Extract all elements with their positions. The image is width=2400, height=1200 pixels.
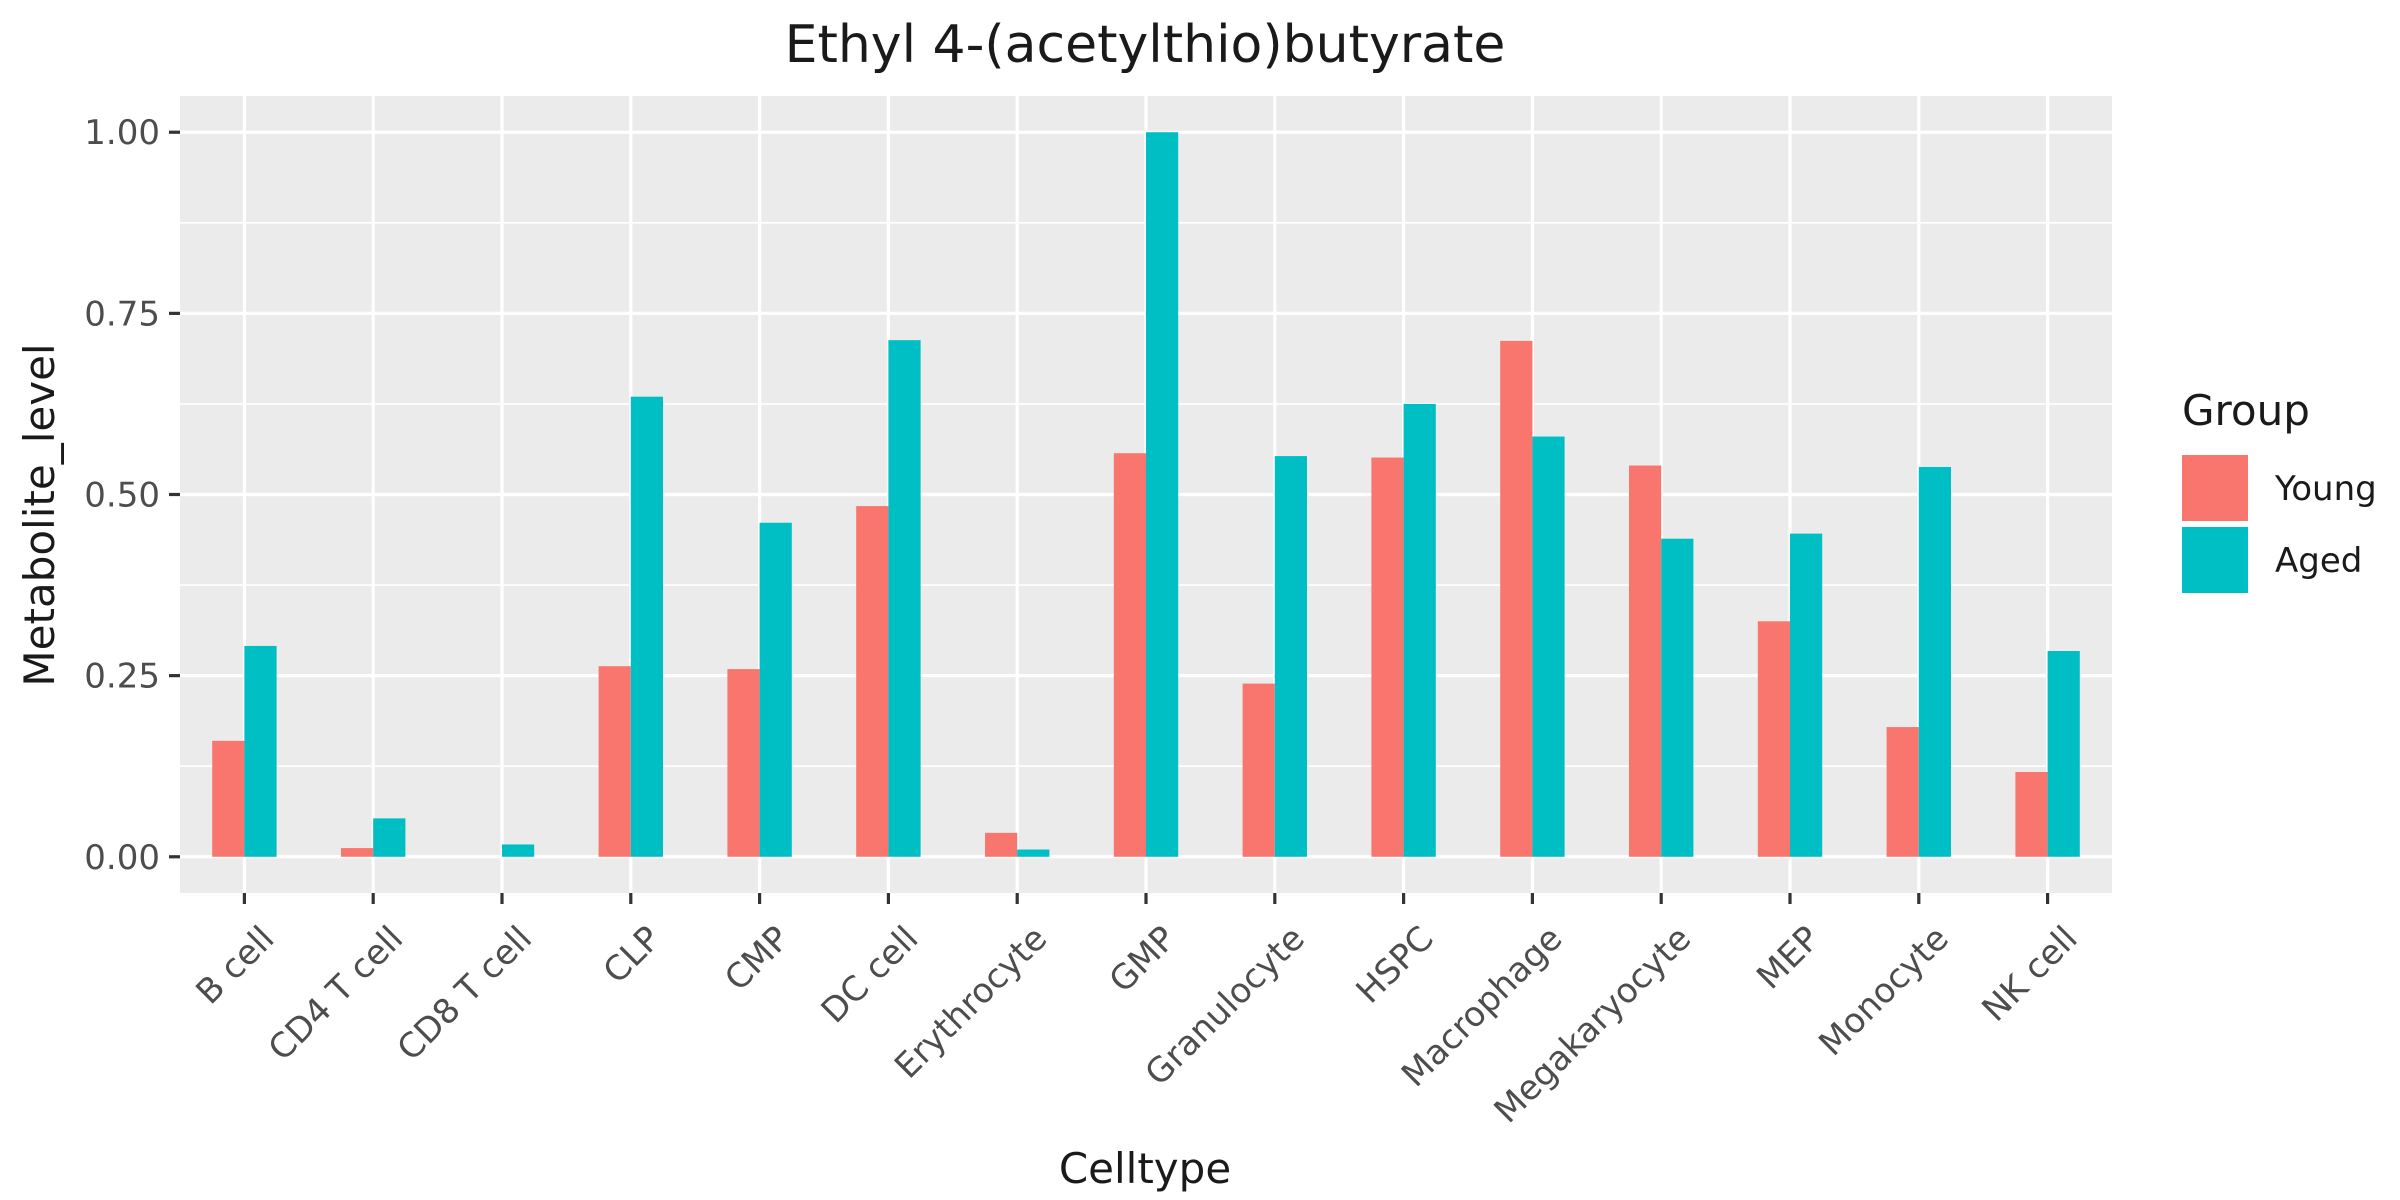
bar-young-cmp bbox=[727, 669, 760, 857]
chart-title: Ethyl 4-(acetylthio)butyrate bbox=[785, 15, 1506, 75]
bar-young-clp bbox=[598, 666, 631, 857]
bar-aged-nk-cell bbox=[2047, 651, 2080, 857]
x-tick-label: CMP bbox=[717, 919, 797, 999]
bar-aged-cd8-t-cell bbox=[502, 844, 535, 857]
bar-young-erythrocyte bbox=[985, 832, 1018, 857]
x-axis-title: Celltype bbox=[1059, 1144, 1231, 1193]
bars bbox=[212, 132, 2080, 857]
x-tick-label: CD4 T cell bbox=[261, 919, 411, 1069]
bar-aged-gmp bbox=[1146, 132, 1179, 857]
x-tick-label: Monocyte bbox=[1811, 919, 1956, 1064]
bar-aged-erythrocyte bbox=[1017, 849, 1050, 857]
legend: Group Young Aged bbox=[2182, 386, 2377, 593]
y-tick-label: 0.75 bbox=[84, 294, 160, 334]
legend-key-aged bbox=[2182, 527, 2248, 593]
bar-young-granulocyte bbox=[1242, 683, 1275, 857]
x-tick-label: CD8 T cell bbox=[390, 919, 540, 1069]
bar-young-mep bbox=[1757, 621, 1790, 857]
bar-aged-b-cell bbox=[244, 645, 277, 857]
bar-aged-cd4-t-cell bbox=[373, 818, 406, 857]
x-tick-label: CLP bbox=[596, 919, 669, 992]
legend-title: Group bbox=[2182, 386, 2310, 435]
bar-aged-megakaryocyte bbox=[1661, 538, 1694, 857]
x-tick-label: B cell bbox=[189, 919, 283, 1013]
bar-aged-mep bbox=[1790, 533, 1823, 857]
bar-aged-hspc bbox=[1403, 403, 1436, 857]
bar-aged-granulocyte bbox=[1274, 456, 1307, 857]
bar-aged-macrophage bbox=[1532, 436, 1565, 857]
y-axis-title: Metabolite_level bbox=[15, 343, 64, 686]
bar-young-b-cell bbox=[212, 740, 245, 857]
bar-young-megakaryocyte bbox=[1629, 465, 1662, 857]
bar-young-nk-cell bbox=[2015, 772, 2048, 857]
y-tick-label: 0.25 bbox=[84, 657, 160, 697]
bar-young-monocyte bbox=[1886, 727, 1919, 857]
x-tick-label: GMP bbox=[1102, 919, 1184, 1001]
bar-young-hspc bbox=[1371, 457, 1404, 857]
x-tick-label: HSPC bbox=[1349, 919, 1442, 1012]
legend-key-young bbox=[2182, 455, 2248, 521]
y-tick-label: 0.50 bbox=[84, 476, 160, 516]
bar-young-gmp bbox=[1113, 453, 1146, 857]
x-tick-label: DC cell bbox=[814, 919, 927, 1032]
y-tick-label: 0.00 bbox=[84, 838, 160, 878]
bar-aged-clp bbox=[630, 396, 663, 857]
bar-aged-monocyte bbox=[1918, 466, 1951, 857]
bar-young-dc-cell bbox=[856, 506, 889, 857]
bar-aged-cmp bbox=[759, 522, 792, 857]
bar-aged-dc-cell bbox=[888, 340, 921, 857]
legend-label-aged: Aged bbox=[2275, 541, 2362, 581]
legend-label-young: Young bbox=[2274, 469, 2377, 509]
y-axis: 0.00 0.25 0.50 0.75 1.00 bbox=[84, 113, 180, 878]
x-tick-label: MEP bbox=[1749, 919, 1828, 998]
bar-young-macrophage bbox=[1500, 340, 1533, 857]
bar-young-cd4-t-cell bbox=[341, 848, 374, 857]
y-tick-label: 1.00 bbox=[84, 113, 160, 153]
x-tick-label: NK cell bbox=[1974, 919, 2085, 1030]
